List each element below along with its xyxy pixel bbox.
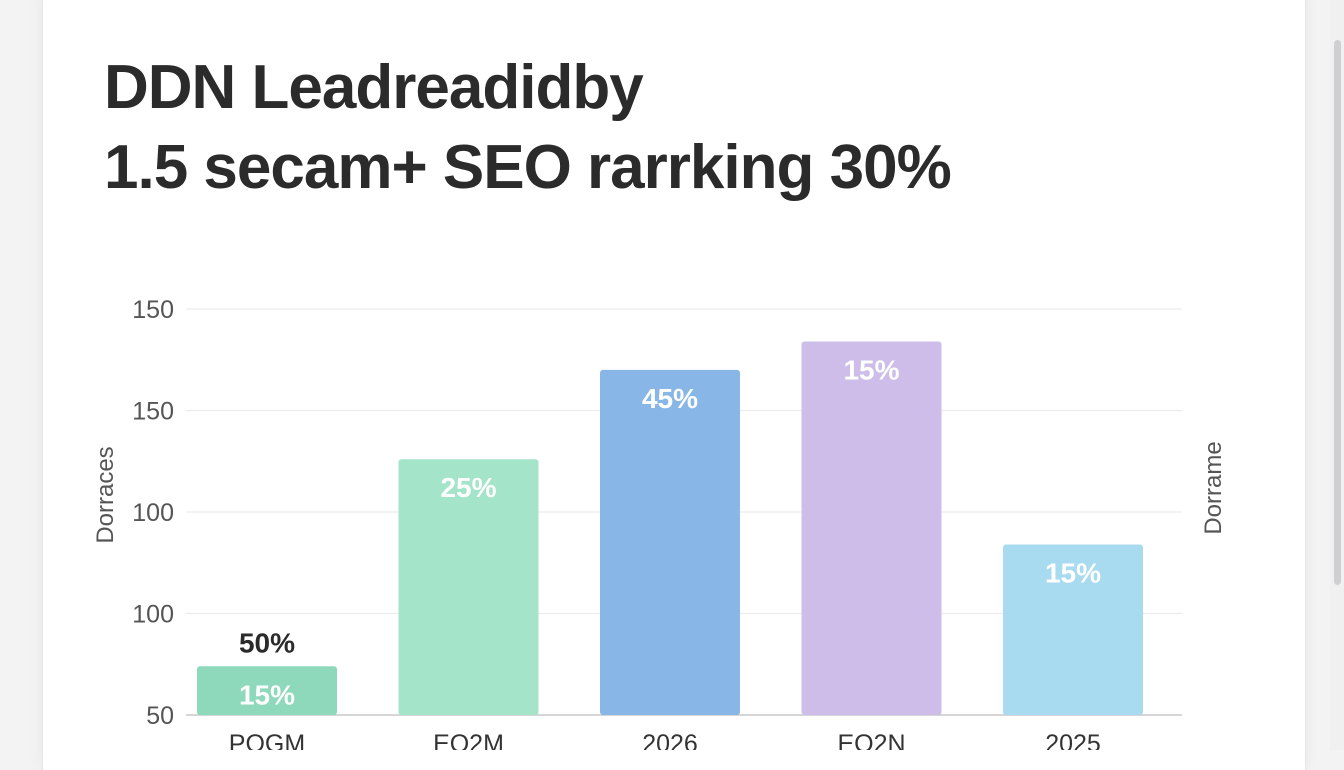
x-tick-label: EQ2N [837,730,905,750]
x-tick-label: 2026 [642,730,698,750]
x-tick-label: POGM [229,730,305,750]
y-tick-labels: 150 150 100 100 50 [132,296,174,730]
x-tick-label: 2025 [1045,730,1101,750]
bar-value-label: 15% [1045,557,1101,588]
bar [398,459,539,715]
scrollbar-thumb[interactable] [1334,40,1341,585]
bar-annotation: 50% [239,627,295,658]
bar-value-label: 15% [239,679,295,710]
bar-value-label: 25% [440,472,496,503]
bar [801,341,942,715]
bar-labels: 15% 25% 45% 15% 15% 50% [239,354,1101,710]
chart-title-line-1: DDN Leadreadidby [104,53,644,122]
y-tick-label: 150 [132,296,174,324]
chart-title: DDN Leadreadidby 1.5 secam+ SEO rarrking… [104,48,952,208]
category-labels: POGM EQ2M 2026 EQ2N 2025 [229,730,1101,750]
y-tick-label: 100 [132,601,174,629]
y-tick-label: 100 [132,499,174,527]
bar [1003,544,1143,715]
y-tick-label: 50 [146,702,174,730]
bar-value-label: 45% [642,383,698,414]
y-tick-label: 150 [132,398,174,426]
chart-title-line-2: 1.5 secam+ SEO rarrking 30% [104,133,952,202]
bar-chart: 150 150 100 100 50 15% 25% 45% 15% 15% 50% POGM EQ… [92,296,1227,750]
bar-value-label: 15% [843,354,899,385]
y-axis-title: Dorraces [92,446,119,543]
bars [197,341,1143,715]
bar [600,369,740,715]
bar [197,666,337,715]
y2-axis-title: Dorrame [1200,441,1227,534]
x-tick-label: EQ2M [433,730,504,750]
